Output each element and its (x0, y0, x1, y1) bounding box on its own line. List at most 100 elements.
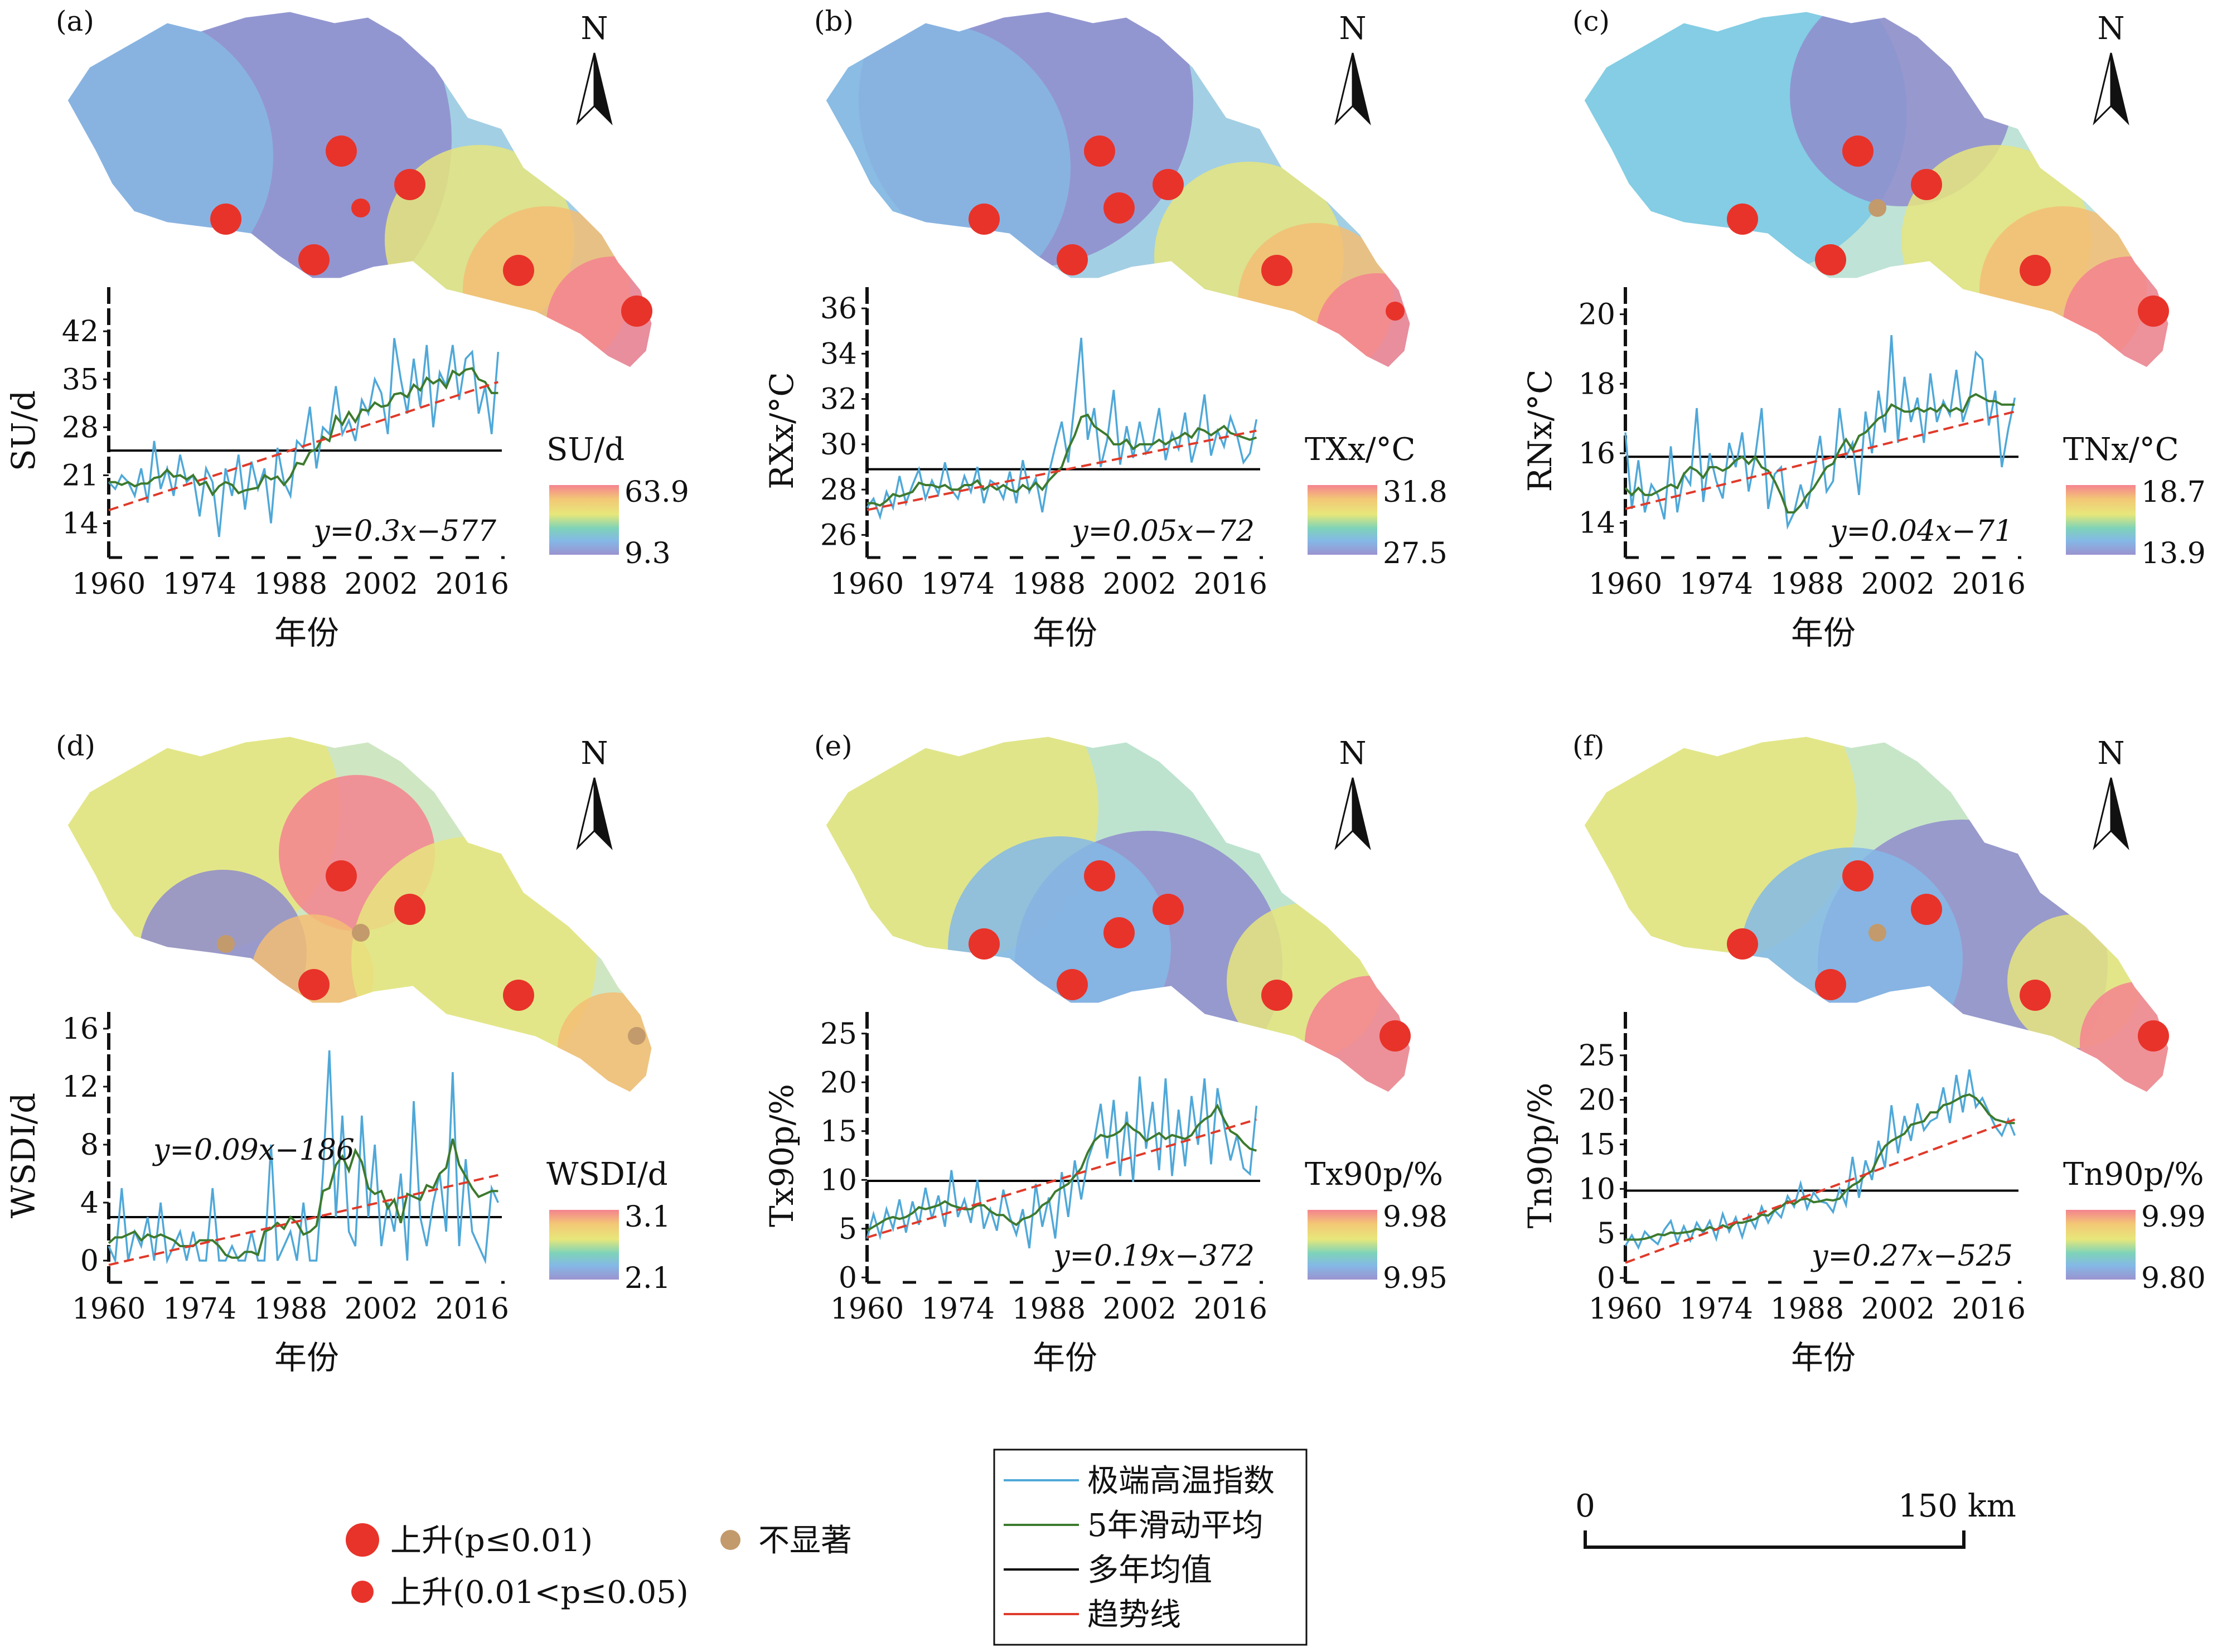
basin-outline (824, 735, 1412, 1094)
station-p01 (1103, 917, 1135, 948)
north-arrow: N (2093, 735, 2129, 850)
north-label: N (2098, 735, 2125, 772)
x-axis-label: 年份 (274, 1339, 339, 1377)
station-p01 (1911, 894, 1942, 925)
colorbar-max: 18.7 (2141, 476, 2206, 509)
station-p01 (394, 169, 425, 200)
station-p01 (2020, 255, 2051, 286)
station-p01 (1815, 244, 1846, 275)
station-p01 (1084, 135, 1115, 167)
trend-line (108, 1174, 498, 1266)
station-p01 (326, 135, 357, 167)
station-p01 (1057, 969, 1088, 1000)
y-tick-label: 0 (839, 1261, 857, 1295)
colorbar: Tn90p/% 9.99 9.80 (2063, 1156, 2206, 1295)
station-p01 (298, 969, 330, 1000)
station-ns (217, 935, 235, 953)
y-tick-label: 20 (1579, 298, 1615, 332)
x-tick-label: 2002 (1103, 1292, 1177, 1326)
colorbar-min: 27.5 (1383, 537, 1448, 570)
station-p01 (1727, 928, 1758, 960)
x-tick-label: 1988 (254, 568, 327, 601)
colorbar-max: 9.98 (1383, 1200, 1448, 1234)
colorbar-min: 2.1 (625, 1262, 671, 1295)
x-tick-label: 1960 (830, 1292, 904, 1326)
station-p01 (1084, 860, 1115, 892)
north-label: N (581, 735, 608, 772)
legend-line-label-trend: 趋势线 (1087, 1597, 1181, 1633)
colorbar-title: TNx/°C (2063, 432, 2179, 468)
scale-end: 150 km (1898, 1488, 2016, 1524)
station-p01 (326, 860, 357, 892)
station-p01 (1842, 135, 1874, 167)
y-tick-label: 25 (820, 1018, 857, 1051)
x-tick-label: 2016 (1194, 1292, 1267, 1326)
panel-b: (b) N 26 28 30 32 34 36 1960 1974 1988 2002 2016 年份 RX… (763, 5, 1448, 652)
line-chart: 26 28 30 32 34 36 1960 1974 1988 2002 2016 年份 RXx/°C… (763, 287, 1267, 652)
colorbar-title: Tn90p/% (2063, 1156, 2204, 1193)
panel-label: (a) (56, 5, 94, 37)
x-tick-label: 1988 (254, 1292, 327, 1326)
y-axis-label: RXx/°C (763, 372, 801, 490)
y-tick-label: 28 (820, 473, 857, 507)
panel-f: (f) N 0 5 10 15 20 25 1960 1974 1988 2002 2016 年份 Tn90… (1521, 730, 2206, 1377)
y-tick-label: 8 (80, 1128, 99, 1162)
station-p01 (1842, 860, 1874, 892)
colorbar-max: 3.1 (625, 1200, 671, 1234)
panel-label: (b) (814, 5, 854, 37)
station-p01 (621, 295, 652, 327)
y-tick-label: 34 (820, 337, 857, 371)
panel-label: (d) (56, 730, 95, 762)
legend-label-p05: 上升(0.01<p≤0.05) (390, 1575, 689, 1611)
station-p01 (1815, 969, 1846, 1000)
panel-label: (e) (814, 730, 853, 762)
y-axis-label: Tn90p/% (1521, 1083, 1559, 1229)
y-tick-label: 10 (1579, 1173, 1615, 1206)
station-ns (1868, 199, 1886, 217)
north-arrow: N (2093, 11, 2129, 125)
y-tick-label: 12 (62, 1070, 99, 1104)
y-tick-label: 20 (820, 1066, 857, 1099)
trend-line (866, 429, 1257, 511)
colorbar-title: Tx90p/% (1305, 1156, 1443, 1193)
x-tick-label: 1988 (1770, 1292, 1844, 1326)
y-tick-label: 15 (820, 1115, 857, 1149)
y-axis-label: RNx/°C (1521, 369, 1559, 492)
legend-marker-p05 (351, 1581, 374, 1603)
index-series (108, 1050, 499, 1265)
station-p01 (969, 928, 1000, 960)
north-label: N (1339, 735, 1367, 772)
panel-d: (d) N 0 4 8 12 16 1960 1974 1988 2002 2016 年份 WSDI/d y… (4, 730, 671, 1377)
trend-line (866, 1118, 1257, 1239)
basin-outline (1582, 735, 2170, 1094)
line-chart: 14 16 18 20 1960 1974 1988 2002 2016 年份 RNx/°C y=0.… (1521, 287, 2026, 652)
colorbar: TXx/°C 31.8 27.5 (1305, 432, 1448, 570)
station-p01 (394, 894, 425, 925)
station-p01 (210, 204, 241, 235)
x-tick-label: 2016 (1952, 1292, 2026, 1326)
x-axis-label: 年份 (1033, 1339, 1097, 1377)
x-tick-label: 2016 (435, 1292, 509, 1326)
x-tick-label: 1974 (163, 1292, 236, 1326)
station-p01 (503, 255, 534, 286)
y-tick-label: 36 (820, 292, 857, 326)
colorbar-max: 9.99 (2141, 1200, 2206, 1234)
legend-area: 上升(p≤0.01) 上升(0.01<p≤0.05) 不显著 极端高温指数 5年滑动平均… (346, 1448, 2016, 1646)
station-p01 (1153, 169, 1184, 200)
x-tick-label: 1974 (1679, 1292, 1753, 1326)
legend-line-label-index: 极端高温指数 (1087, 1463, 1275, 1499)
trend-line (108, 381, 498, 512)
station-p01 (1379, 1020, 1411, 1052)
legend-line-label-smooth: 5年滑动平均 (1087, 1508, 1264, 1544)
trend-line (1625, 1118, 2016, 1264)
line-chart: 0 5 10 15 20 25 1960 1974 1988 2002 2016 年份 Tx90p/% y… (763, 1012, 1267, 1377)
north-arrow: N (576, 735, 613, 850)
station-p05 (1386, 302, 1405, 321)
x-axis-label: 年份 (1791, 1339, 1856, 1377)
colorbar-min: 9.95 (1383, 1262, 1448, 1295)
station-p05 (351, 198, 370, 217)
colorbar-title: TXx/°C (1305, 432, 1416, 468)
x-tick-label: 2016 (1952, 568, 2026, 601)
x-tick-label: 2002 (345, 568, 418, 601)
